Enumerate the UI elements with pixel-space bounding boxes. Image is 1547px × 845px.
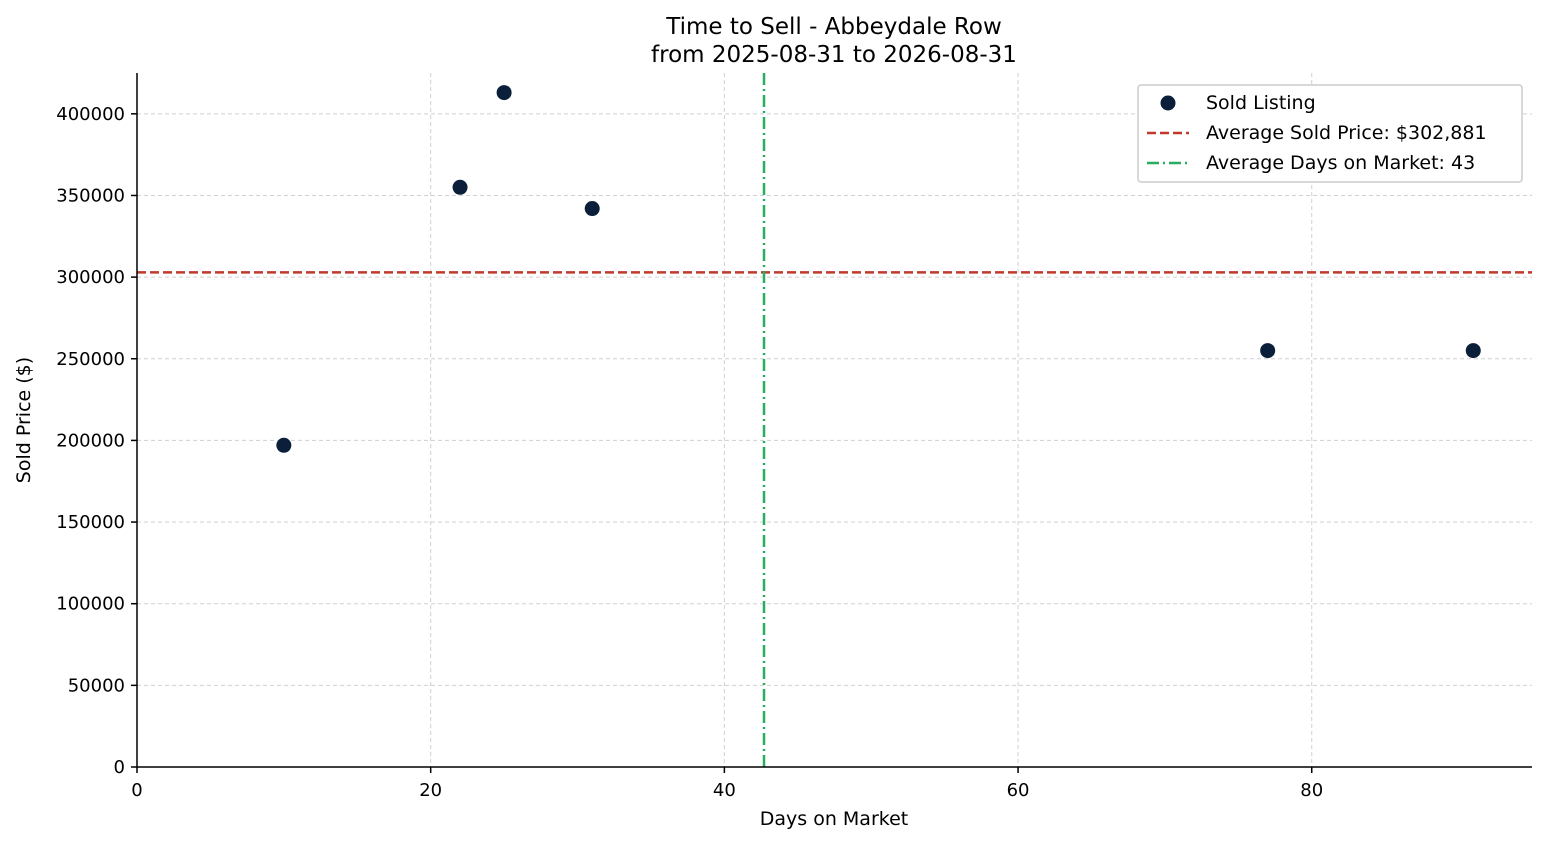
x-tick-label: 20 xyxy=(419,780,442,801)
legend-marker-sold-listing xyxy=(1160,95,1176,111)
data-point xyxy=(1465,343,1481,359)
y-tick-label: 150000 xyxy=(56,512,125,533)
x-tick-label: 80 xyxy=(1300,780,1323,801)
y-tick-label: 300000 xyxy=(56,267,125,288)
legend: Sold Listing Average Sold Price: $302,88… xyxy=(1137,84,1523,183)
x-tick-label: 60 xyxy=(1007,780,1030,801)
data-point xyxy=(452,179,468,195)
legend-label-sold-listing: Sold Listing xyxy=(1206,92,1316,114)
y-tick-label: 250000 xyxy=(56,349,125,370)
y-tick-label: 200000 xyxy=(56,430,125,451)
y-tick-label: 50000 xyxy=(68,675,125,696)
reference-lines xyxy=(137,73,1532,767)
legend-box xyxy=(1137,84,1523,183)
chart-subtitle: from 2025-08-31 to 2026-08-31 xyxy=(651,42,1017,68)
legend-label-avg-days: Average Days on Market: 43 xyxy=(1206,152,1475,174)
chart-title: Time to Sell - Abbeydale Row xyxy=(665,14,1002,40)
legend-label-avg-price: Average Sold Price: $302,881 xyxy=(1206,122,1487,144)
y-tick-label: 400000 xyxy=(56,104,125,125)
data-point xyxy=(584,201,600,217)
x-tick-label: 40 xyxy=(713,780,736,801)
grid xyxy=(137,73,1532,767)
y-axis-label: Sold Price ($) xyxy=(13,357,35,483)
x-tick-label: 0 xyxy=(131,780,142,801)
y-tick-label: 0 xyxy=(114,757,125,778)
data-point xyxy=(1260,343,1276,359)
y-tick-label: 350000 xyxy=(56,185,125,206)
x-axis-label: Days on Market xyxy=(760,808,908,830)
data-points xyxy=(276,85,1481,453)
data-point xyxy=(276,437,292,453)
axes: 0 20 40 60 80 0 50000 100000 150000 200000 250000 3… xyxy=(56,73,1532,801)
data-point xyxy=(496,85,512,101)
y-tick-label: 100000 xyxy=(56,594,125,615)
